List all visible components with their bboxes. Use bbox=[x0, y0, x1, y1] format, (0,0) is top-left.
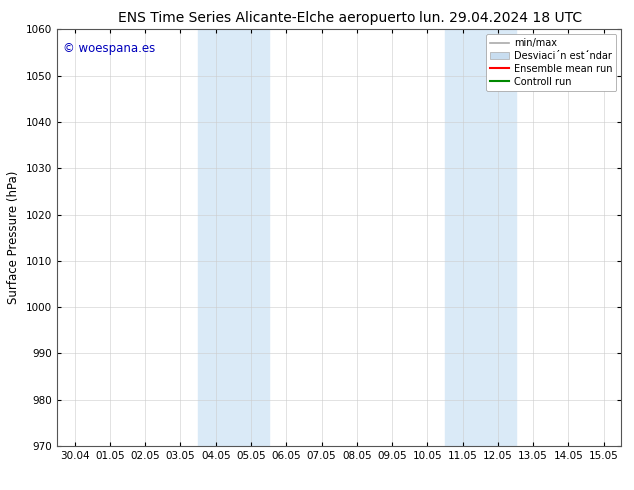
Bar bbox=[445, 29, 515, 446]
Text: lun. 29.04.2024 18 UTC: lun. 29.04.2024 18 UTC bbox=[419, 11, 583, 25]
Legend: min/max, Desviaci´́n est´́ndar, Ensemble mean run, Controll run: min/max, Desviaci´́n est´́ndar, Ensemble… bbox=[486, 34, 616, 91]
Bar bbox=[198, 29, 269, 446]
Y-axis label: Surface Pressure (hPa): Surface Pressure (hPa) bbox=[8, 171, 20, 304]
Text: © woespana.es: © woespana.es bbox=[63, 42, 155, 55]
Text: ENS Time Series Alicante-Elche aeropuerto: ENS Time Series Alicante-Elche aeropuert… bbox=[117, 11, 415, 25]
